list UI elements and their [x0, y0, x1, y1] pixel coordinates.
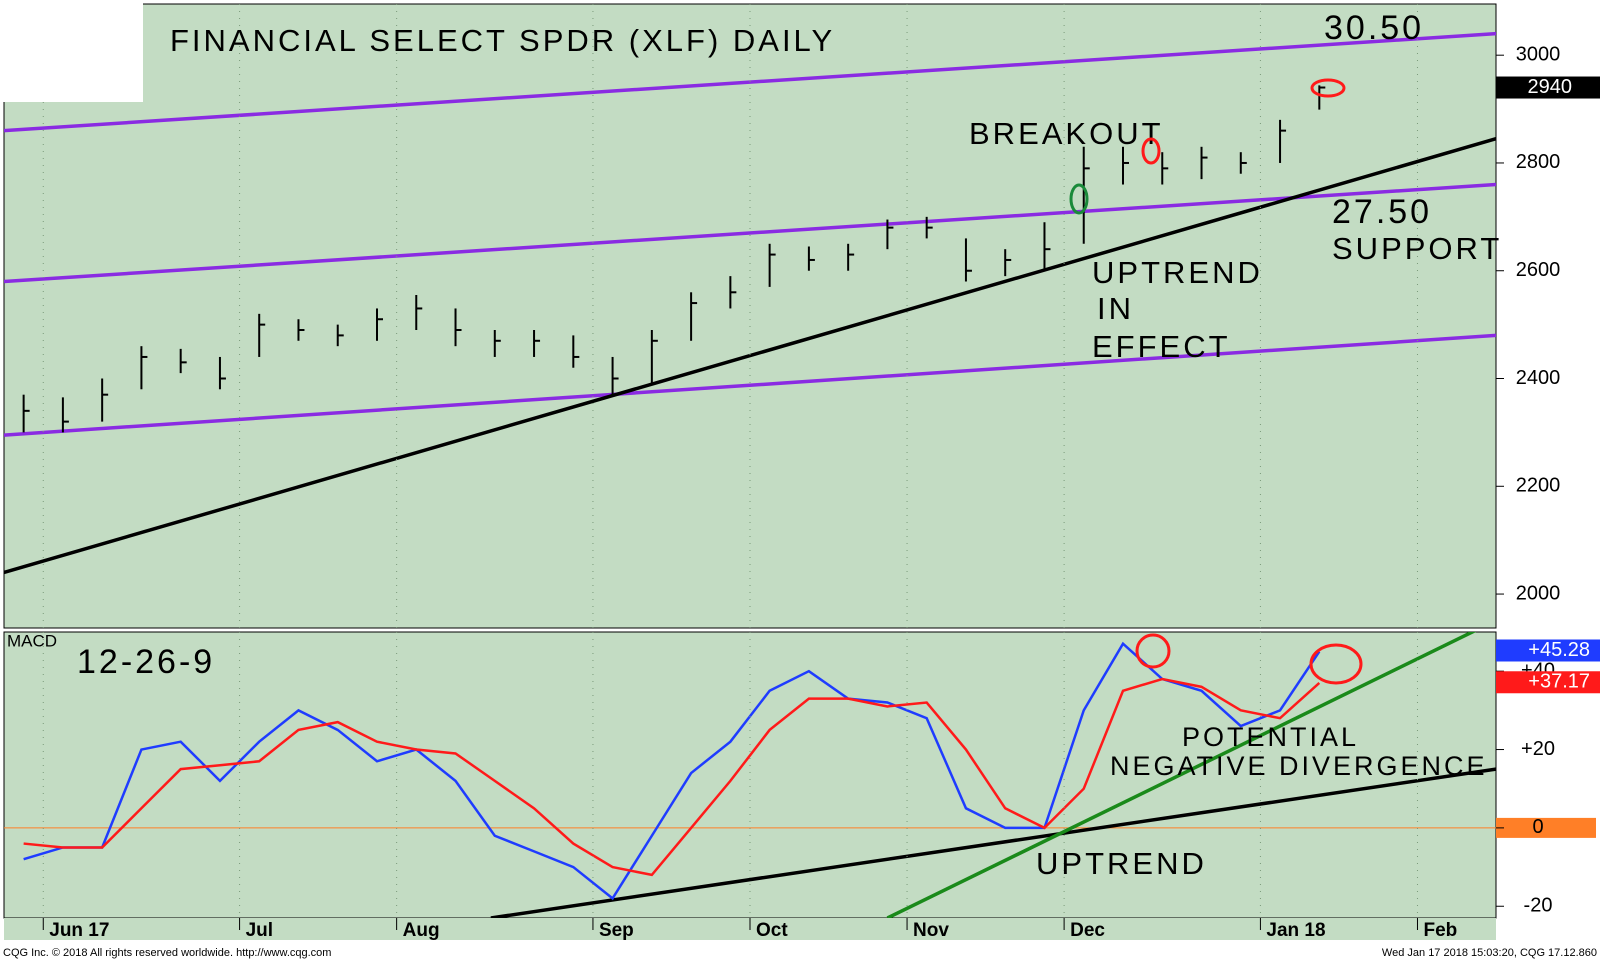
chart-title: FINANCIAL SELECT SPDR (XLF) DAILY	[170, 23, 835, 58]
x-tick-label: Nov	[913, 920, 949, 941]
footer: Wed Jan 17 2018 15:03:20, CQG 17.12.860	[1382, 947, 1597, 959]
annotation: POTENTIAL	[1182, 722, 1359, 752]
footer: CQG Inc. © 2018 All rights reserved worl…	[3, 947, 331, 959]
x-tick-label: Jan 18	[1266, 920, 1325, 941]
trend-line	[4, 31, 1496, 133]
highlight-oval	[1069, 183, 1089, 215]
x-tick-label: Oct	[756, 920, 788, 941]
highlight-oval	[1141, 137, 1161, 165]
x-tick-label: Dec	[1070, 920, 1105, 941]
trend-line	[886, 632, 1477, 918]
annotation: 30.50	[1324, 9, 1424, 47]
y-tick-label: 2000	[1516, 582, 1561, 604]
last-price-label: 2940	[1528, 76, 1573, 98]
macd-line	[23, 641, 1321, 901]
x-tick-label: Jun 17	[49, 920, 109, 941]
annotation: UPTREND	[1092, 255, 1263, 290]
x-tick-label: Sep	[599, 920, 634, 941]
annotation: SUPPORT	[1332, 231, 1502, 266]
trend-line	[4, 137, 1496, 575]
y-tick-label: 0	[1532, 816, 1543, 838]
highlight-oval	[1310, 78, 1346, 98]
y-tick-label: 2400	[1516, 367, 1561, 389]
annotation: UPTREND	[1036, 846, 1207, 881]
annotation: NEGATIVE DIVERGENCE	[1110, 751, 1488, 781]
highlight-oval	[1309, 643, 1363, 685]
trend-line	[490, 767, 1496, 918]
x-tick-label: Jul	[246, 920, 273, 941]
last-value-box	[1496, 671, 1600, 694]
last-value-label: +45.28	[1528, 639, 1590, 661]
annotation: 12-26-9	[77, 643, 215, 681]
last-value-box	[1496, 639, 1600, 662]
x-tick-label: Aug	[403, 920, 440, 941]
annotation: BREAKOUT	[969, 116, 1164, 151]
panel-label: MACD	[7, 631, 57, 650]
y-tick-label: -20	[1524, 895, 1553, 917]
annotation: EFFECT	[1092, 329, 1231, 364]
x-tick-label: Feb	[1423, 920, 1457, 941]
y-tick-label: +20	[1521, 738, 1555, 760]
annotation: IN	[1097, 291, 1134, 326]
y-tick-label: 2800	[1516, 151, 1561, 173]
last-price-box	[1496, 76, 1600, 99]
last-value-label: +37.17	[1528, 671, 1590, 693]
y-tick-label: 3000	[1516, 43, 1561, 65]
highlight-oval	[1135, 633, 1171, 669]
price-panel	[3, 3, 1497, 629]
macd-line	[23, 677, 1321, 877]
y-tick-label: 2200	[1516, 475, 1561, 497]
trend-line	[4, 182, 1496, 284]
zero-label-box	[1496, 817, 1596, 838]
quote-box	[0, 0, 143, 102]
annotation: 27.50	[1332, 193, 1432, 231]
trend-line	[4, 333, 1496, 437]
y-tick-label: 2600	[1516, 259, 1561, 281]
